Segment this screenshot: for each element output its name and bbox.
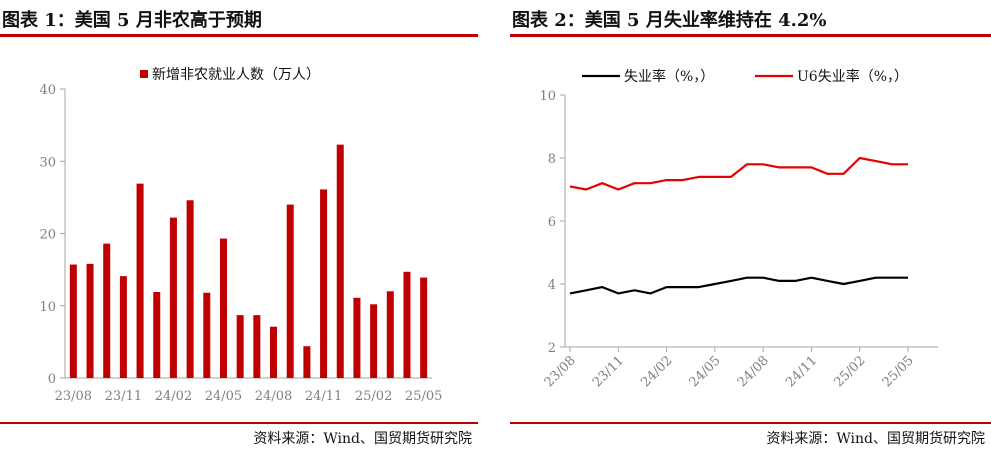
legend-swatch <box>140 70 148 78</box>
bar <box>336 144 344 378</box>
x-tick-label: 25/02 <box>831 353 868 390</box>
bar <box>270 326 278 378</box>
x-tick-label: 24/02 <box>638 353 675 390</box>
y-tick-label: 4 <box>548 278 556 293</box>
left-source-note: 资料来源：Wind、国贸期货研究院 <box>253 431 472 447</box>
bar <box>119 276 127 378</box>
bar <box>353 297 361 378</box>
bar <box>286 204 294 378</box>
right-panel-title: 图表 2：美国 5 月失业率维持在 4.2% <box>512 10 827 31</box>
y-tick-label: 30 <box>39 155 56 170</box>
bar <box>303 346 311 378</box>
x-tick-label: 24/05 <box>205 389 242 404</box>
bar <box>236 315 244 378</box>
series-line <box>569 156 908 191</box>
nonfarm-bar-chart: 0 10 20 30 40 23/08 23/11 24/02 24/05 24/08 24/11 2… <box>39 67 442 404</box>
bar <box>219 238 227 378</box>
bar <box>403 271 411 378</box>
bar <box>420 277 428 378</box>
left-title-rule <box>0 34 478 37</box>
y-tick-label: 40 <box>39 83 56 98</box>
legend-label: 失业率（%，） <box>624 68 714 85</box>
legend-label: 新增非农就业人数（万人） <box>152 67 320 83</box>
x-tick-label: 23/11 <box>590 353 627 390</box>
legend-label: U6失业率（%，） <box>797 68 908 85</box>
series-line <box>569 276 908 295</box>
right-source-note: 资料来源：Wind、国贸期货研究院 <box>766 431 985 447</box>
x-tick-label: 23/08 <box>55 389 92 404</box>
bar <box>153 292 161 378</box>
y-tick-label: 8 <box>548 152 556 167</box>
bar <box>86 263 94 378</box>
x-tick-label: 24/08 <box>735 353 772 390</box>
y-tick-label: 6 <box>548 215 556 230</box>
x-tick-label: 25/05 <box>405 389 442 404</box>
x-tick-label: 24/05 <box>687 353 724 390</box>
bar <box>103 243 111 378</box>
y-tick-label: 2 <box>548 341 556 356</box>
right-source-rule <box>510 422 991 424</box>
unemployment-line-chart: 2 4 6 8 10 23/08 23/11 24/02 24/05 24/08 24/11 25/0… <box>539 68 938 390</box>
bar <box>370 304 378 378</box>
x-tick-label: 24/08 <box>255 389 292 404</box>
right-title-rule <box>510 34 991 37</box>
x-tick-label: 24/02 <box>155 389 192 404</box>
y-tick-label: 10 <box>539 89 556 104</box>
left-source-rule <box>0 422 478 424</box>
bar <box>186 200 194 378</box>
bar <box>386 291 394 378</box>
x-tick-label: 24/11 <box>783 353 820 390</box>
bar <box>320 189 328 378</box>
x-tick-label: 25/05 <box>880 353 917 390</box>
x-tick-label: 23/08 <box>542 353 579 390</box>
left-panel: 图表 1：美国 5 月非农高于预期 0 10 20 30 40 23/08 23/11 24/… <box>0 0 478 453</box>
bar <box>253 315 261 378</box>
left-panel-title: 图表 1：美国 5 月非农高于预期 <box>2 10 262 31</box>
bar <box>203 292 211 378</box>
y-tick-label: 10 <box>39 300 56 315</box>
x-tick-label: 24/11 <box>305 389 342 404</box>
right-panel: 图表 2：美国 5 月失业率维持在 4.2% 2 4 6 8 10 23/08 23/11 2… <box>510 0 991 453</box>
bar <box>169 217 177 378</box>
x-tick-label: 25/02 <box>355 389 392 404</box>
x-tick-label: 23/11 <box>105 389 142 404</box>
bar <box>136 183 144 378</box>
bar <box>69 264 77 378</box>
y-tick-label: 20 <box>39 228 56 243</box>
y-tick-label: 0 <box>48 372 56 387</box>
